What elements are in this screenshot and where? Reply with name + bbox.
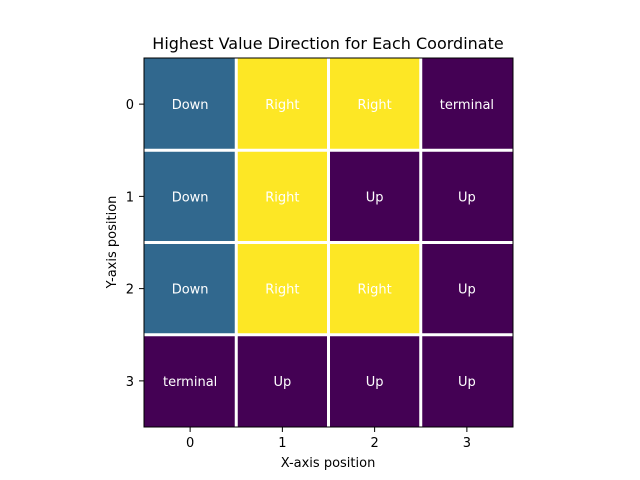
cell-label-r1-c2: Up — [366, 190, 384, 205]
heatmap-cell-r1-c3 — [420, 150, 513, 243]
cell-label-r1-c3: Up — [458, 190, 476, 205]
y-axis-label: Y-axis position — [105, 196, 120, 290]
cell-label-r3-c1: Up — [273, 375, 291, 390]
cell-label-r0-c0: Down — [172, 98, 209, 113]
heatmap-cells: Down Right Right terminal Down Right Up Up Down R… — [144, 58, 513, 427]
heatmap-cell-r2-c3 — [420, 242, 513, 335]
heatmap-cell-r0-c1 — [236, 58, 329, 151]
heatmap-cell-r0-c2 — [328, 58, 421, 151]
heatmap-cell-r2-c2 — [328, 242, 421, 335]
x-axis-label: X-axis position — [281, 456, 376, 471]
heatmap-gridlines — [144, 58, 513, 427]
heatmap-cell-r3-c2 — [328, 334, 421, 427]
x-axis-ticks: 0 1 2 3 — [186, 427, 471, 451]
cell-label-r3-c3: Up — [458, 375, 476, 390]
heatmap-cell-r1-c0 — [144, 150, 237, 243]
heatmap-cell-r3-c1 — [236, 334, 329, 427]
y-tick-label-1: 1 — [126, 190, 134, 205]
cell-label-r3-c0: terminal — [163, 375, 217, 390]
x-tick-label-1: 1 — [278, 436, 286, 451]
cell-label-r2-c1: Right — [265, 283, 299, 298]
x-tick-label-3: 3 — [463, 436, 471, 451]
heatmap-cell-r0-c3 — [420, 58, 513, 151]
x-tick-label-2: 2 — [370, 436, 378, 451]
heatmap-cell-r1-c2 — [328, 150, 421, 243]
cell-label-r0-c2: Right — [358, 98, 392, 113]
x-tick-label-0: 0 — [186, 436, 194, 451]
heatmap-cell-r0-c0 — [144, 58, 237, 151]
cell-label-r0-c3: terminal — [440, 98, 494, 113]
cell-label-r2-c0: Down — [172, 283, 209, 298]
y-tick-label-3: 3 — [126, 375, 134, 390]
y-tick-label-2: 2 — [126, 283, 134, 298]
cell-label-r1-c1: Right — [265, 190, 299, 205]
heatmap-cell-r3-c0 — [144, 334, 237, 427]
heatmap-cell-r3-c3 — [420, 334, 513, 427]
cell-label-r1-c0: Down — [172, 190, 209, 205]
cell-label-r0-c1: Right — [265, 98, 299, 113]
chart-title: Highest Value Direction for Each Coordin… — [152, 34, 503, 53]
cell-label-r3-c2: Up — [366, 375, 384, 390]
cell-label-r2-c3: Up — [458, 283, 476, 298]
heatmap-cell-r2-c0 — [144, 242, 237, 335]
cell-label-r2-c2: Right — [358, 283, 392, 298]
plot-frame — [143, 57, 514, 428]
y-axis-ticks: 0 1 2 3 — [126, 98, 144, 390]
heatmap-cell-r2-c1 — [236, 242, 329, 335]
y-tick-label-0: 0 — [126, 98, 134, 113]
heatmap-cell-r1-c1 — [236, 150, 329, 243]
